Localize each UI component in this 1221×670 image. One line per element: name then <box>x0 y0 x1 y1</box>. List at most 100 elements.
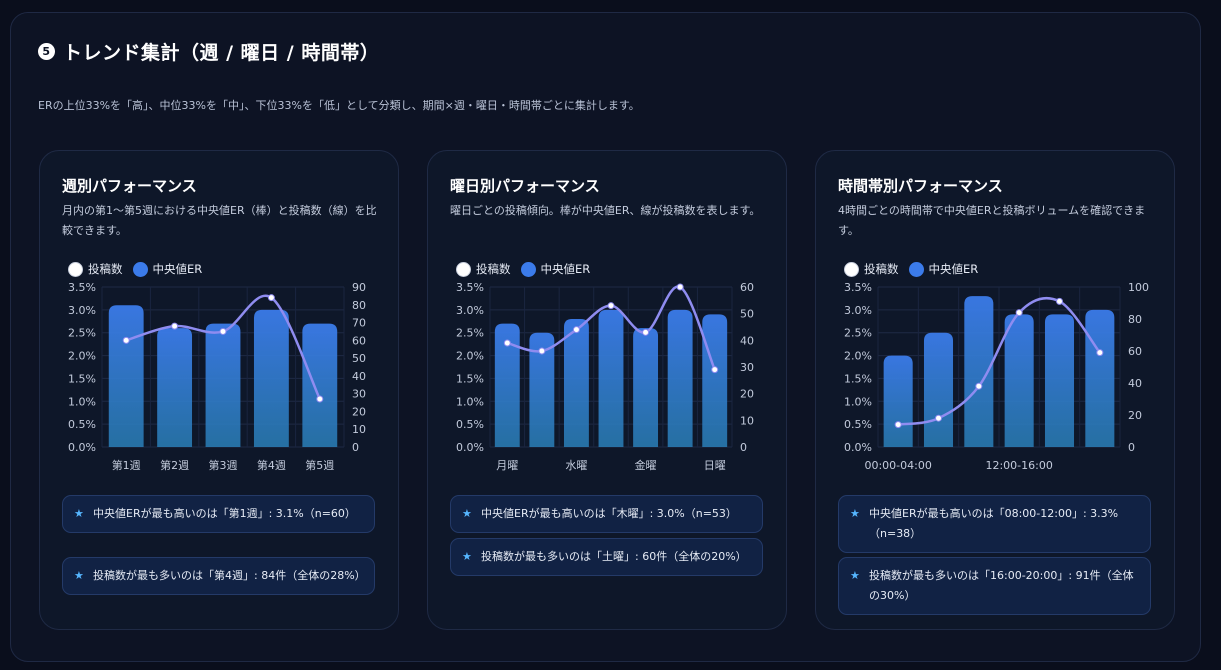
x-tick-label: 金曜 <box>635 458 657 472</box>
chart-legend[interactable]: 投稿数 中央値ER <box>844 261 978 277</box>
timeslot-chart: 0.0% 0.5% 1.0% 1.5% 2.0% 2.5% 3.0% 3.5% 0 20 40 60 8… <box>844 281 1149 472</box>
y-left-tick-label: 2.0% <box>844 350 872 363</box>
y-right-tick-label: 40 <box>740 334 754 347</box>
star-icon: ★ <box>462 507 472 520</box>
insight-card: ★ 中央値ERが最も高いのは「木曜」: 3.0%（n=53） <box>450 495 763 533</box>
y-right-tick-label: 20 <box>1128 409 1142 422</box>
y-right-tick-label: 30 <box>740 361 754 374</box>
weekly-performance-card: 週別パフォーマンス 月内の第1〜第5週における中央値ER（棒）と投稿数（線）を比… <box>39 150 399 630</box>
posts-point <box>607 302 615 310</box>
posts-point <box>316 395 324 403</box>
er-bar <box>702 314 728 447</box>
posts-point <box>1096 349 1104 357</box>
posts-point <box>711 366 719 374</box>
x-tick-label: 第1週 <box>112 458 141 472</box>
card-title: 週別パフォーマンス <box>62 177 197 195</box>
x-tick-label: 日曜 <box>704 459 726 472</box>
legend-er-label[interactable]: 中央値ER <box>540 262 591 276</box>
insight-card: ★ 投稿数が最も多いのは「土曜」: 60件（全体の20%） <box>450 538 763 576</box>
card-title: 曜日別パフォーマンス <box>450 177 600 195</box>
er-bar <box>253 309 289 447</box>
er-bar <box>1004 314 1034 447</box>
y-right-tick-label: 60 <box>1128 345 1142 358</box>
y-right-tick-label: 40 <box>1128 377 1142 390</box>
x-tick-label: 第4週 <box>257 458 286 472</box>
y-right-tick-label: 40 <box>352 370 366 383</box>
y-right-tick-label: 0 <box>1128 441 1135 454</box>
er-bar <box>923 332 954 447</box>
er-bar <box>563 319 589 447</box>
posts-point <box>122 336 130 344</box>
er-bar <box>108 305 144 447</box>
card-description: 月内の第1〜第5週における中央値ER（棒）と投稿数（線）を比較できます。 <box>62 204 377 237</box>
legend-posts-label[interactable]: 投稿数 <box>88 262 123 276</box>
y-left-tick-label: 3.5% <box>844 281 872 294</box>
er-bar <box>883 355 913 447</box>
y-right-tick-label: 60 <box>740 281 754 294</box>
legend-er-label[interactable]: 中央値ER <box>928 262 979 276</box>
y-right-tick-label: 20 <box>352 405 366 418</box>
section-title-text: トレンド集計（週 / 曜日 / 時間帯） <box>63 42 380 64</box>
y-right-tick-label: 10 <box>352 423 366 436</box>
y-right-tick-label: 50 <box>352 352 366 365</box>
y-left-tick-label: 0.5% <box>68 418 96 431</box>
star-icon: ★ <box>850 569 860 582</box>
chart-legend[interactable]: 投稿数 中央値ER <box>68 261 202 277</box>
y-left-tick-label: 3.0% <box>68 304 96 317</box>
posts-point <box>267 294 275 302</box>
section-description: ERの上位33%を「高」、中位33%を「中」、下位33%を「低」として分類し、期… <box>38 99 640 112</box>
y-left-tick-label: 3.5% <box>456 281 484 294</box>
star-icon: ★ <box>74 569 84 582</box>
er-bar <box>529 332 555 447</box>
y-left-tick-label: 2.0% <box>456 350 484 363</box>
er-bar <box>964 296 994 447</box>
er-bar <box>598 309 624 447</box>
card-title: 時間帯別パフォーマンス <box>838 177 1003 195</box>
insight-text: 中央値ERが最も高いのは「木曜」: 3.0%（n=53） <box>481 507 737 520</box>
x-tick-label: 12:00-16:00 <box>985 459 1052 472</box>
x-tick-label: 第3週 <box>209 458 238 472</box>
y-right-tick-label: 70 <box>352 317 366 330</box>
y-left-tick-label: 1.0% <box>844 395 872 408</box>
y-right-tick-label: 90 <box>352 281 366 294</box>
insight-text: 中央値ERが最も高いのは「08:00-12:00」: 3.3%（n=38） <box>869 507 1119 540</box>
legend-posts-label[interactable]: 投稿数 <box>864 262 899 276</box>
insight-text: 投稿数が最も多いのは「16:00-20:00」: 91件（全体の30%） <box>869 569 1134 602</box>
legend-er-swatch <box>132 261 148 277</box>
y-right-tick-label: 30 <box>352 388 366 401</box>
posts-point <box>219 327 227 335</box>
posts-point <box>1056 297 1063 305</box>
posts-point <box>503 339 511 347</box>
star-icon: ★ <box>462 550 472 563</box>
section-title: 5 トレンド集計（週 / 曜日 / 時間帯） <box>38 38 379 65</box>
legend-posts-label[interactable]: 投稿数 <box>476 262 511 276</box>
y-right-tick-label: 20 <box>740 388 754 401</box>
legend-posts-swatch <box>68 261 83 277</box>
x-tick-label: 00:00-04:00 <box>864 459 931 472</box>
weekday-chart: 0.0% 0.5% 1.0% 1.5% 2.0% 2.5% 3.0% 3.5% 0 10 20 30 4… <box>456 281 754 472</box>
y-right-tick-label: 80 <box>352 299 366 312</box>
chart-legend[interactable]: 投稿数 中央値ER <box>456 261 590 277</box>
x-tick-label: 第5週 <box>305 458 334 472</box>
legend-posts-swatch <box>456 261 471 277</box>
posts-point <box>538 347 546 355</box>
posts-point <box>1015 309 1023 317</box>
y-left-tick-label: 0.0% <box>456 441 484 454</box>
y-left-tick-label: 2.0% <box>68 350 96 363</box>
section-number-badge: 5 <box>38 43 55 60</box>
y-right-tick-label: 10 <box>740 414 754 427</box>
x-tick-label: 水曜 <box>565 459 587 472</box>
weekly-chart: 0.0% 0.5% 1.0% 1.5% 2.0% 2.5% 3.0% 3.5% 0 10 20 30 4… <box>68 281 366 472</box>
star-icon: ★ <box>850 507 860 520</box>
y-left-tick-label: 0.5% <box>844 418 872 431</box>
y-left-tick-label: 2.5% <box>844 327 872 340</box>
y-right-tick-label: 0 <box>740 441 747 454</box>
y-right-tick-label: 50 <box>740 308 754 321</box>
insight-text: 投稿数が最も多いのは「土曜」: 60件（全体の20%） <box>481 550 747 563</box>
legend-er-label[interactable]: 中央値ER <box>152 262 203 276</box>
y-right-tick-label: 0 <box>352 441 359 454</box>
y-left-tick-label: 1.5% <box>456 372 484 385</box>
y-right-tick-label: 60 <box>352 334 366 347</box>
er-bar <box>1085 309 1115 447</box>
posts-point <box>894 421 902 429</box>
